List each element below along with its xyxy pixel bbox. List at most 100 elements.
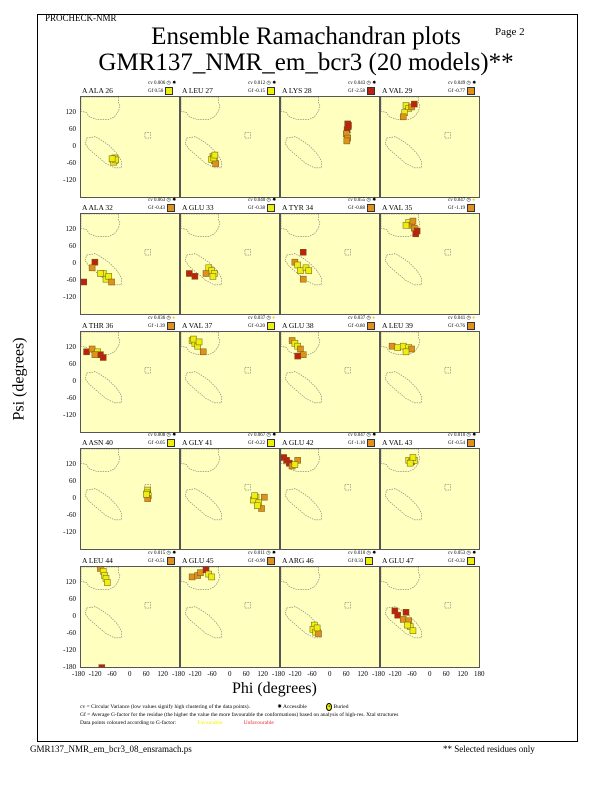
allowed-region-outline xyxy=(144,602,151,609)
residue-label: A VAL 29 xyxy=(382,86,413,95)
y-tick-label: 0 xyxy=(72,259,77,267)
data-point xyxy=(412,230,419,238)
residue-label: A THR 36 xyxy=(82,321,114,330)
allowed-region-outline xyxy=(144,367,151,374)
buried-icon: ● xyxy=(472,198,476,203)
allowed-region-outline xyxy=(84,488,122,521)
clock-icon: ◷ xyxy=(365,551,373,556)
legend-buried: Buried xyxy=(333,704,349,710)
rama-plot-area xyxy=(181,97,251,169)
clock-icon: ◷ xyxy=(265,81,273,86)
allowed-region-outline xyxy=(284,488,322,521)
data-point xyxy=(105,273,113,280)
g-factor-swatch xyxy=(366,87,375,95)
y-tick-label: 60 xyxy=(69,595,76,603)
allowed-region-outline xyxy=(181,567,221,591)
footer-filename: GMR137_NMR_em_bcr3_08_ensramach.ps xyxy=(30,744,192,754)
y-tick-label: -120 xyxy=(63,293,76,301)
data-point xyxy=(197,569,204,576)
clock-icon: ◷ xyxy=(165,198,173,203)
rama-panel xyxy=(280,448,380,550)
rama-plot-area xyxy=(381,449,451,521)
page-subtitle: GMR137_NMR_em_bcr3 (20 models)** xyxy=(98,49,514,76)
data-point xyxy=(88,345,96,353)
allowed-region-outline xyxy=(381,567,421,591)
rama-plot-area xyxy=(181,567,251,639)
g-factor-swatch xyxy=(266,87,275,95)
g-factor: Gf -0.54 xyxy=(448,441,465,447)
clock-icon: ◷ xyxy=(165,433,173,438)
rama-panel xyxy=(280,566,380,668)
allowed-region-outline xyxy=(444,367,451,374)
data-point xyxy=(297,267,304,274)
data-point xyxy=(83,348,90,356)
rama-plot-area xyxy=(381,567,451,639)
legend-gf: Gf = Average G-factor for the residue (t… xyxy=(80,712,399,718)
circular-variance: cv 0.049 xyxy=(448,81,466,86)
allowed-region-outline xyxy=(81,332,121,356)
y-tick-label: 120 xyxy=(65,460,77,468)
allowed-region-outline xyxy=(281,97,321,121)
allowed-region-outline xyxy=(281,332,321,356)
legend-unfavourable: Unfavourable xyxy=(243,720,274,726)
data-point xyxy=(195,338,203,346)
x-tick-label: -180 xyxy=(272,670,285,678)
y-tick-label: -60 xyxy=(66,511,76,519)
allowed-region-outline xyxy=(284,371,322,404)
allowed-region-outline xyxy=(184,253,222,286)
accessible-icon: ✸ xyxy=(272,81,277,86)
x-tick-label: 60 xyxy=(142,670,150,678)
g-factor: Gf -0.38 xyxy=(248,206,265,212)
g-factor: Gf -0.90 xyxy=(248,559,265,565)
allowed-region-outline xyxy=(381,449,421,473)
rama-plot-area xyxy=(381,214,451,286)
data-point xyxy=(388,342,396,350)
legend-accessible: Accessible xyxy=(283,704,307,710)
g-factor: Gf -0.88 xyxy=(348,206,365,212)
footer-note: ** Selected residues only xyxy=(443,744,535,754)
y-tick-label: 60 xyxy=(69,477,76,485)
x-tick-label: -120 xyxy=(188,670,202,678)
clock-icon: ◷ xyxy=(365,198,373,203)
accessible-icon: ✸ xyxy=(271,551,277,556)
data-point xyxy=(406,459,414,467)
allowed-region-outline xyxy=(381,97,421,121)
data-point xyxy=(190,335,197,343)
allowed-region-outline xyxy=(381,214,421,238)
data-point xyxy=(409,217,417,225)
g-factor: Gf -0.43 xyxy=(148,206,165,212)
allowed-region-outline xyxy=(244,367,251,374)
data-point xyxy=(191,273,199,280)
rama-panel xyxy=(280,213,380,315)
x-tick-label: -60 xyxy=(407,670,417,678)
x-tick-label: -60 xyxy=(107,670,117,678)
data-point xyxy=(402,348,410,356)
data-point xyxy=(313,624,321,632)
allowed-region-outline xyxy=(281,567,321,591)
clock-icon: ◷ xyxy=(365,433,373,438)
allowed-region-outline xyxy=(81,567,121,591)
allowed-region-outline xyxy=(144,132,151,139)
y-tick-label: 0 xyxy=(72,142,77,150)
clock-icon: ◷ xyxy=(465,551,473,556)
residue-label: A GLY 41 xyxy=(182,438,213,447)
x-tick-label: 120 xyxy=(257,670,268,678)
data-point xyxy=(104,579,111,586)
allowed-region-outline xyxy=(244,249,251,256)
x-tick-label: 120 xyxy=(457,670,468,678)
rama-plot-area xyxy=(381,332,451,404)
legend-colour: Data points coloured according to G-fact… xyxy=(80,720,274,726)
y-tick-label: 60 xyxy=(69,360,76,368)
data-point xyxy=(188,573,196,581)
x-tick-label: 180 xyxy=(474,670,485,678)
legend-colour-text: Data points coloured according to G-fact… xyxy=(80,720,177,726)
circular-variance: cv 0.036 xyxy=(148,316,166,321)
residue-label: A ASN 40 xyxy=(82,438,113,447)
x-tick-label: -180 xyxy=(172,670,185,678)
y-tick-label: -120 xyxy=(63,528,76,536)
g-factor-swatch xyxy=(466,439,475,447)
allowed-region-outline xyxy=(344,367,351,374)
accessible-icon: ✸ xyxy=(172,198,177,203)
data-point xyxy=(409,454,417,461)
